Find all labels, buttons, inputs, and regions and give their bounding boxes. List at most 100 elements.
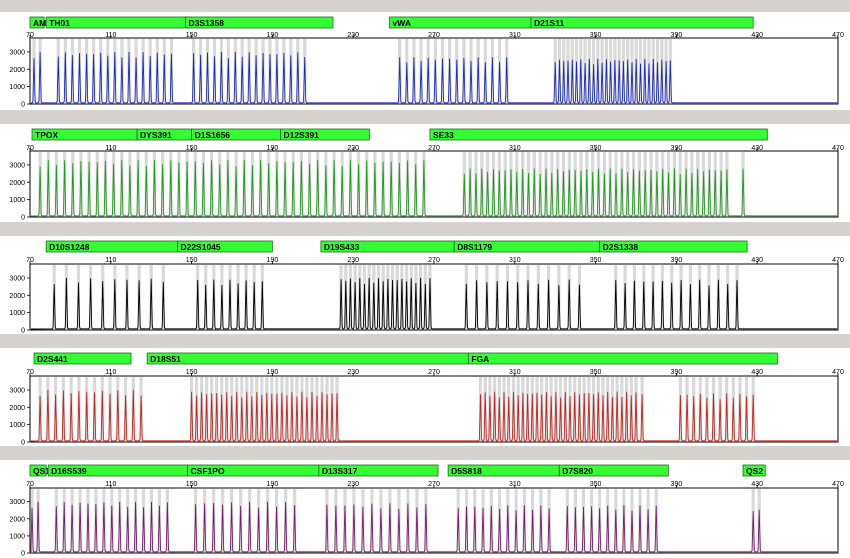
x-tick-label: 230 bbox=[347, 145, 359, 152]
allele-bin bbox=[209, 152, 214, 216]
x-tick-label: 430 bbox=[751, 32, 763, 39]
x-tick-label: 310 bbox=[509, 369, 521, 376]
marker-label: SE33 bbox=[433, 130, 454, 140]
marker-label: D22S1045 bbox=[180, 242, 220, 252]
signal-trace bbox=[30, 159, 837, 217]
x-tick-label: 390 bbox=[671, 32, 683, 39]
marker-bar-d2s1338[interactable] bbox=[599, 240, 748, 253]
marker-label: D13S317 bbox=[322, 466, 358, 476]
y-tick-label: 1000 bbox=[9, 533, 25, 540]
signal-trace bbox=[30, 277, 837, 330]
x-tick-label: 430 bbox=[751, 145, 763, 152]
dye-panel-4: D2S441 D18S51 FGA 70 110 150 190 230 270 310 350 39… bbox=[0, 348, 850, 448]
x-tick-label: 350 bbox=[590, 257, 602, 264]
marker-bar-qs1[interactable] bbox=[29, 464, 47, 477]
marker-label: D18S51 bbox=[150, 354, 181, 364]
x-tick-label: 390 bbox=[671, 257, 683, 264]
allele-bin bbox=[185, 152, 189, 216]
x-tick-label: 230 bbox=[347, 481, 359, 488]
allele-bin bbox=[152, 152, 157, 216]
y-tick-label: 2000 bbox=[9, 180, 25, 187]
y-tick-label: 1000 bbox=[9, 197, 25, 204]
marker-label: D5S818 bbox=[451, 466, 482, 476]
x-tick-label: 190 bbox=[267, 369, 279, 376]
allele-bin bbox=[87, 152, 91, 216]
marker-bar-am[interactable] bbox=[29, 16, 45, 29]
x-tick-label: 190 bbox=[267, 481, 279, 488]
allele-bin bbox=[275, 152, 279, 216]
marker-bar-se33[interactable] bbox=[429, 128, 768, 141]
marker-label: D2S441 bbox=[37, 354, 68, 364]
signal-trace bbox=[30, 51, 837, 104]
x-tick-label: 150 bbox=[186, 32, 198, 39]
x-tick-label: 150 bbox=[186, 369, 198, 376]
x-tick-label: 110 bbox=[105, 257, 116, 264]
x-tick-label: 470 bbox=[832, 145, 844, 152]
x-tick-label: 70 bbox=[26, 32, 34, 39]
x-tick-label: 270 bbox=[428, 32, 440, 39]
marker-bar-d2s441[interactable] bbox=[33, 352, 132, 365]
allele-bin bbox=[120, 152, 124, 216]
marker-label: D3S1358 bbox=[189, 18, 225, 28]
x-tick-label: 390 bbox=[671, 481, 683, 488]
dye-panel-1: AM TH01 D3S1358 vWA D21S11 70 110 150 190 230 270 3… bbox=[0, 12, 850, 112]
marker-label: AM bbox=[33, 18, 46, 28]
marker-label: D21S11 bbox=[534, 18, 565, 28]
dye-panel-3: D10S1248 D22S1045 D19S433 D8S1179 D2S1338 70 1… bbox=[0, 236, 850, 336]
allele-bin bbox=[46, 152, 50, 216]
marker-label: CSF1PO bbox=[191, 466, 225, 476]
allele-bin bbox=[422, 152, 426, 216]
dye-panel-2: TPOX DYS391 D1S1656 D12S391 SE33 70 110 150 190 2… bbox=[0, 124, 850, 224]
x-tick-label: 110 bbox=[105, 369, 116, 376]
marker-label: FGA bbox=[471, 354, 489, 364]
signal-trace bbox=[30, 501, 837, 553]
x-tick-label: 270 bbox=[428, 481, 440, 488]
x-tick-label: 470 bbox=[832, 369, 844, 376]
x-tick-label: 390 bbox=[671, 369, 683, 376]
x-tick-label: 390 bbox=[671, 145, 683, 152]
allele-bin bbox=[136, 152, 140, 216]
panel-separator bbox=[0, 110, 850, 112]
marker-bar-fga[interactable] bbox=[467, 352, 778, 365]
marker-bar-d12s391[interactable] bbox=[280, 128, 370, 141]
allele-bin bbox=[258, 152, 263, 216]
x-tick-label: 310 bbox=[509, 32, 521, 39]
y-tick-label: 2000 bbox=[9, 293, 25, 300]
marker-label: D16S539 bbox=[51, 466, 87, 476]
panel-separator bbox=[0, 334, 850, 336]
signal-trace bbox=[30, 389, 837, 442]
x-tick-label: 430 bbox=[751, 369, 763, 376]
x-tick-label: 230 bbox=[347, 257, 359, 264]
allele-bin bbox=[397, 152, 402, 216]
marker-bar-d3s1358[interactable] bbox=[185, 16, 334, 29]
allele-bin bbox=[62, 152, 67, 216]
marker-bar-d13s317[interactable] bbox=[318, 464, 439, 477]
x-tick-label: 190 bbox=[267, 32, 279, 39]
marker-label: vWA bbox=[393, 18, 411, 28]
x-tick-label: 230 bbox=[347, 32, 359, 39]
y-tick-label: 2000 bbox=[9, 516, 25, 523]
marker-label: D10S1248 bbox=[49, 242, 89, 252]
marker-bar-d7s820[interactable] bbox=[558, 464, 669, 477]
y-tick-label: 0 bbox=[21, 102, 25, 109]
allele-bin bbox=[226, 152, 230, 216]
marker-label: D1S1656 bbox=[195, 130, 231, 140]
y-tick-label: 2000 bbox=[9, 67, 25, 74]
y-tick-label: 0 bbox=[21, 215, 25, 222]
marker-bar-d21s11[interactable] bbox=[530, 16, 754, 29]
dye-panel-5: QS1 D16S539 CSF1PO D13S317 D5S818 D7S820 QS2 70… bbox=[0, 460, 850, 558]
y-tick-label: 3000 bbox=[9, 49, 25, 56]
y-tick-label: 1000 bbox=[9, 84, 25, 91]
y-tick-label: 3000 bbox=[9, 162, 25, 169]
x-tick-label: 310 bbox=[509, 481, 521, 488]
marker-bar-qs2[interactable] bbox=[742, 464, 766, 477]
allele-bin bbox=[405, 152, 410, 216]
x-tick-label: 470 bbox=[832, 481, 844, 488]
x-tick-label: 110 bbox=[105, 145, 116, 152]
y-tick-label: 2000 bbox=[9, 405, 25, 412]
marker-bar-d22s1045[interactable] bbox=[177, 240, 273, 253]
marker-bar-d18s51[interactable] bbox=[146, 352, 469, 365]
marker-label: D7S820 bbox=[562, 466, 593, 476]
x-tick-label: 150 bbox=[186, 481, 198, 488]
